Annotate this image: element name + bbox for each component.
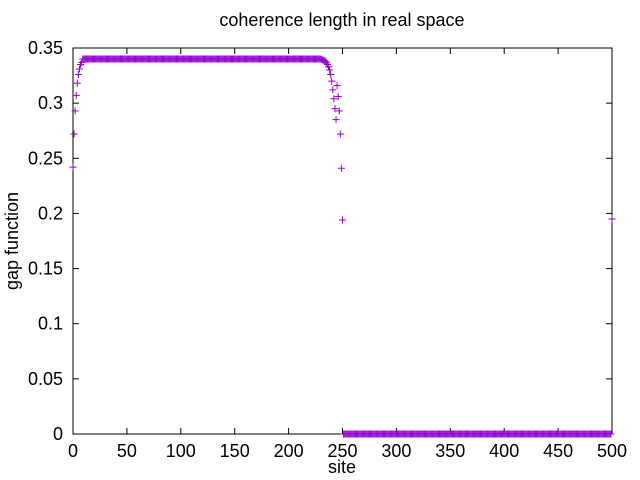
data-point [71,107,79,115]
x-tick-label: 100 [166,441,196,461]
y-axis-title: gap function [2,192,22,290]
x-tick-label: 500 [597,441,627,461]
data-point [333,81,341,89]
x-tick-label: 0 [68,441,78,461]
data-point [608,215,616,223]
x-tick-label: 200 [274,441,304,461]
data-point [332,116,340,124]
x-axis-title: site [328,457,356,477]
data-point [331,105,339,113]
data-point [328,77,336,85]
data-point [337,164,345,172]
x-axis: 0 50 100 150 200 250 300 350 400 450 500 [68,48,627,461]
data-point [73,79,81,87]
data-series [69,55,616,438]
y-tick-label: 0.35 [28,38,63,58]
y-tick-label: 0.2 [38,203,63,223]
data-point [74,70,82,78]
x-tick-label: 400 [489,441,519,461]
y-tick-label: 0 [53,424,63,444]
data-point [69,163,77,171]
data-point [327,70,335,78]
y-tick-label: 0.25 [28,148,63,168]
data-point [334,93,342,101]
data-point [70,130,78,138]
x-tick-label: 50 [117,441,137,461]
data-point [339,216,346,224]
data-point [607,430,615,438]
x-tick-label: 150 [220,441,250,461]
y-tick-label: 0.05 [28,369,63,389]
x-tick-label: 300 [381,441,411,461]
data-point [329,86,337,94]
data-point [336,130,344,138]
y-tick-label: 0.1 [38,314,63,334]
data-point [324,63,332,71]
x-tick-label: 250 [327,441,357,461]
data-point [335,107,343,115]
plot-frame [72,47,613,435]
data-point [326,66,334,74]
x-tick-label: 350 [435,441,465,461]
y-tick-label: 0.3 [38,93,63,113]
y-axis: 0 0.05 0.1 0.15 0.2 0.25 0.3 0.35 [28,38,612,444]
y-tick-label: 0.15 [28,259,63,279]
data-point [330,95,338,103]
data-point [75,65,83,73]
chart-title: coherence length in real space [219,10,464,30]
data-point [72,91,80,99]
x-tick-label: 450 [543,441,573,461]
